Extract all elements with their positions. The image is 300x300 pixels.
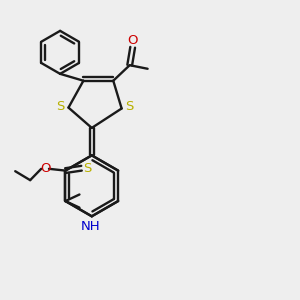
Text: S: S — [56, 100, 65, 112]
Text: S: S — [125, 100, 134, 113]
Text: NH: NH — [80, 220, 100, 233]
Text: O: O — [40, 162, 50, 175]
Text: O: O — [128, 34, 138, 47]
Text: S: S — [83, 162, 91, 175]
